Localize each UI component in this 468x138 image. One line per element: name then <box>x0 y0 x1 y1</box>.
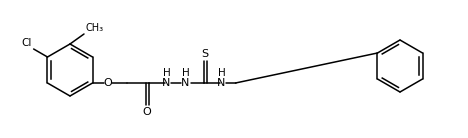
Text: O: O <box>103 78 112 88</box>
Text: CH₃: CH₃ <box>85 23 103 33</box>
Text: H: H <box>182 68 190 78</box>
Text: Cl: Cl <box>21 38 32 48</box>
Text: N: N <box>162 78 171 88</box>
Text: H: H <box>163 68 170 78</box>
Text: N: N <box>181 78 190 88</box>
Text: N: N <box>217 78 226 88</box>
Text: O: O <box>143 107 151 117</box>
Text: H: H <box>218 68 226 78</box>
Text: S: S <box>201 49 209 59</box>
